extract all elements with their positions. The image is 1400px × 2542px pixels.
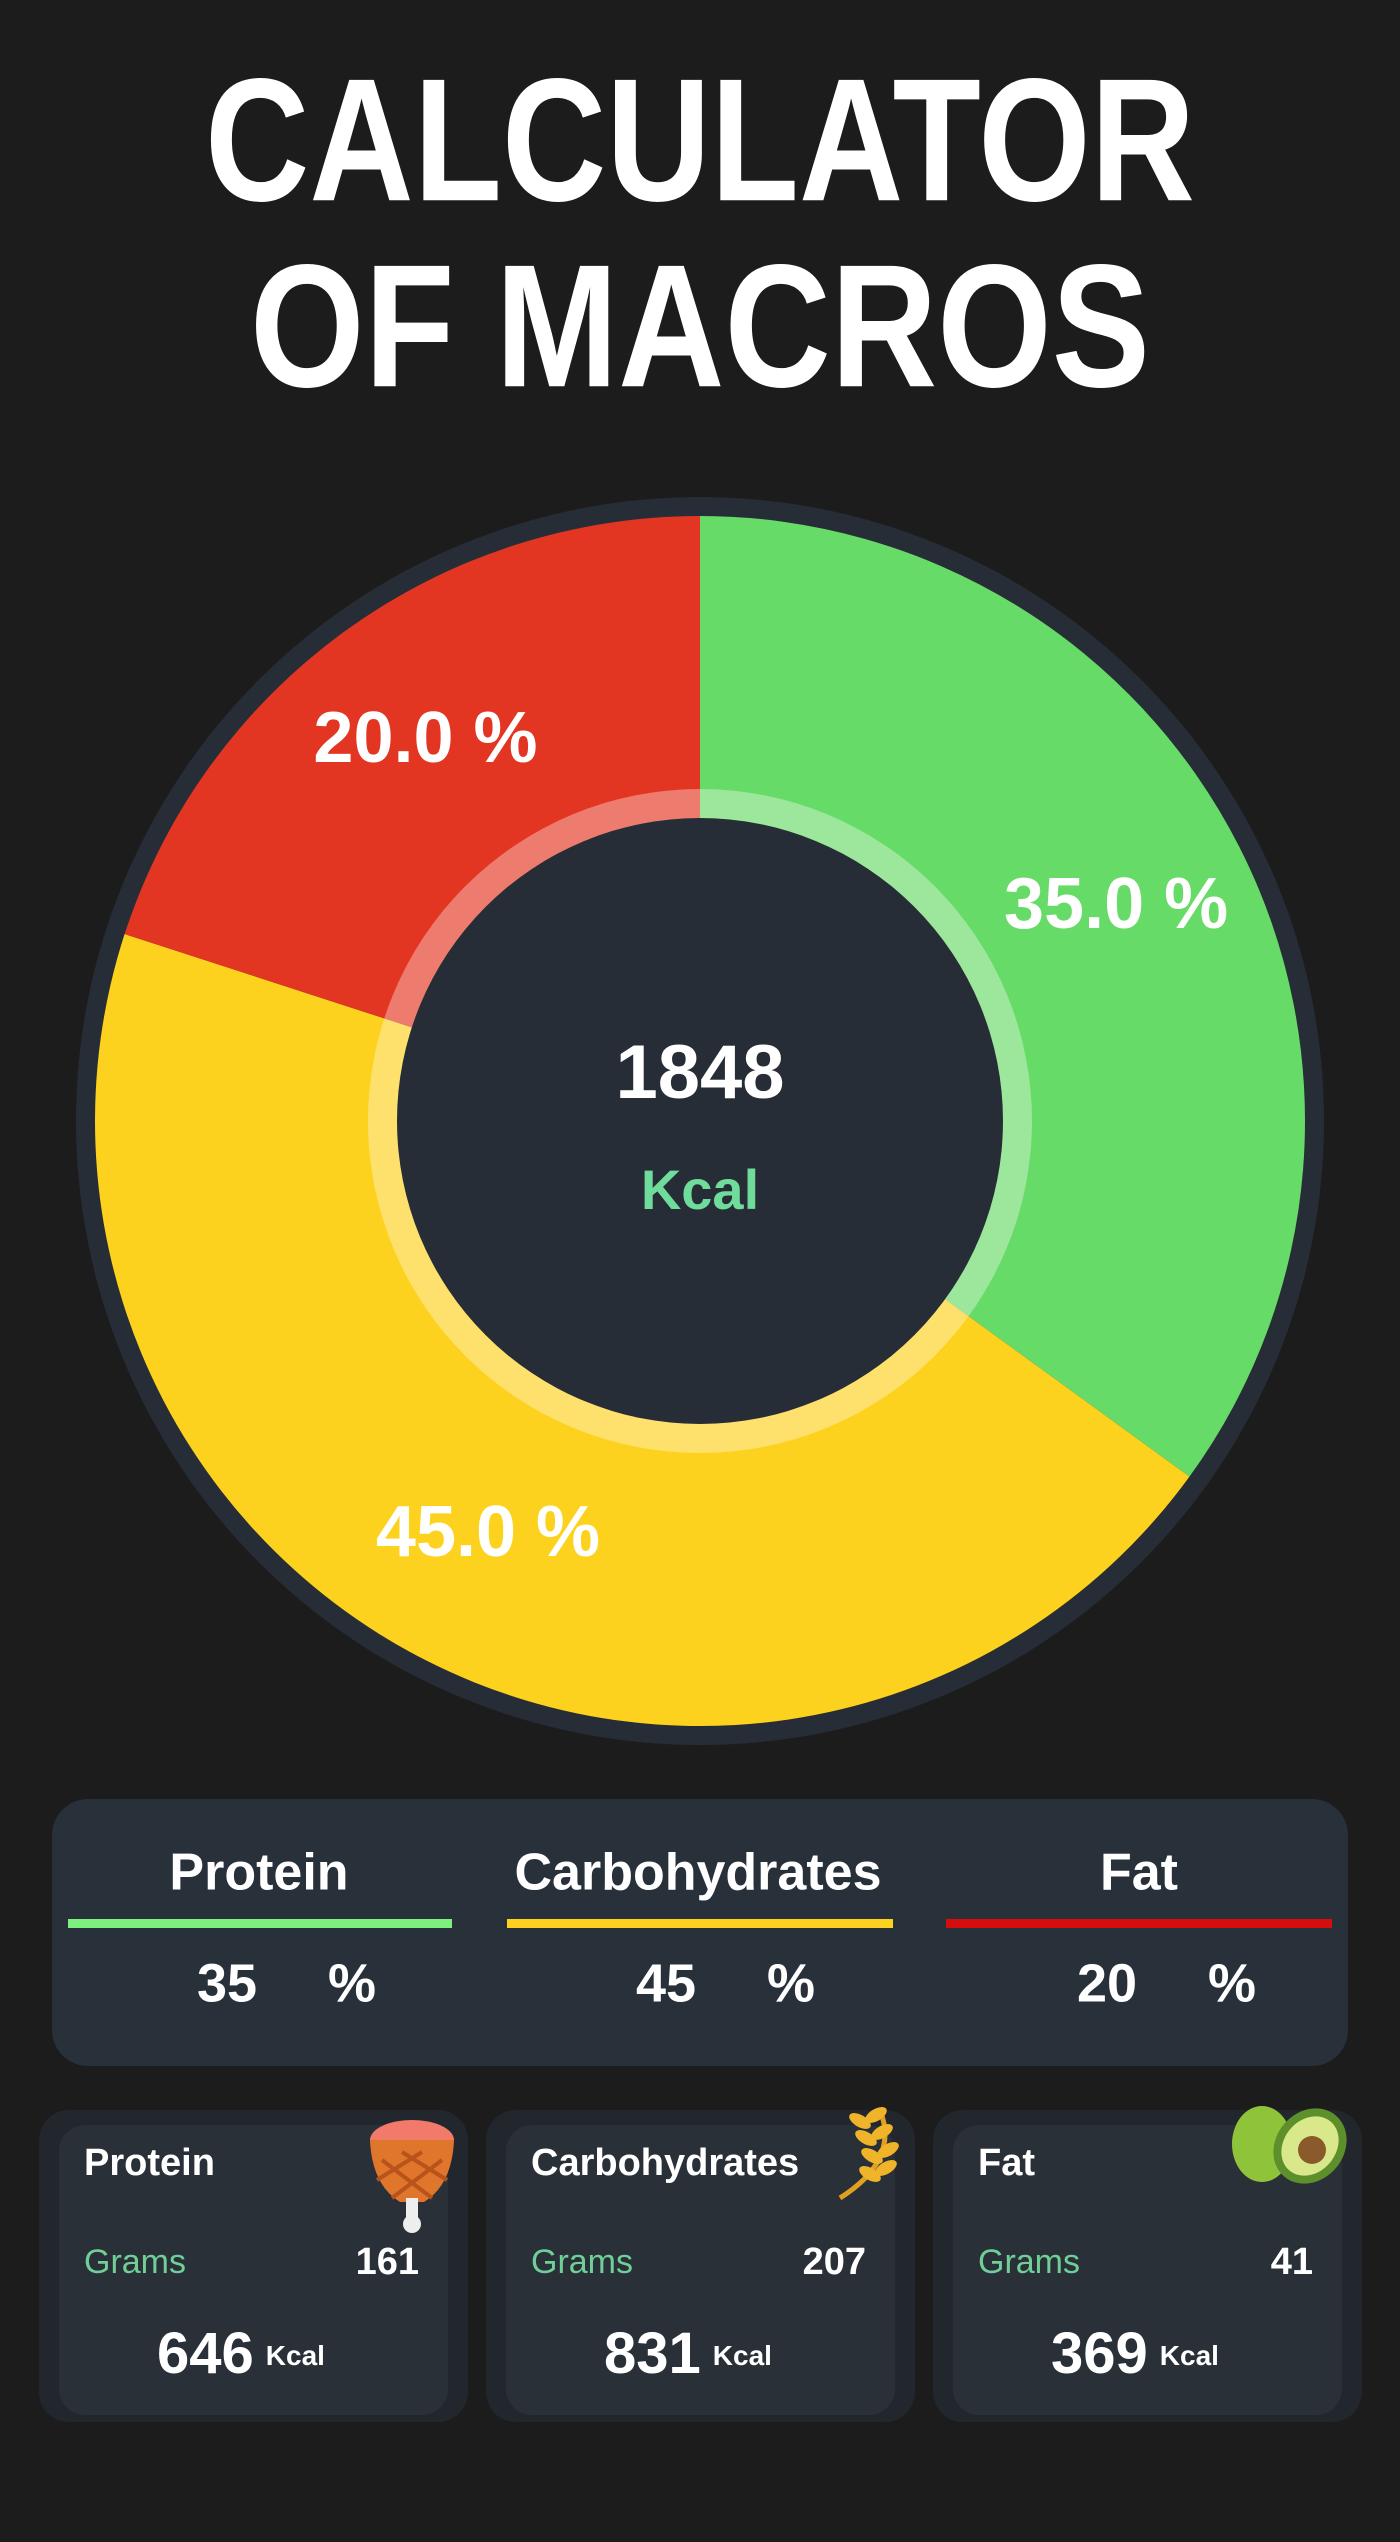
wheat-grain bbox=[861, 2148, 883, 2164]
kcal-unit: Kcal bbox=[1160, 2340, 1219, 2371]
center-disc bbox=[397, 818, 1003, 1424]
wheat-grain bbox=[859, 2166, 881, 2182]
card-inner bbox=[59, 2125, 448, 2415]
meat-bone-end bbox=[403, 2215, 421, 2233]
split-unit: % bbox=[767, 1953, 815, 2013]
split-percent: 45 bbox=[636, 1953, 696, 2013]
kcal-unit: Kcal bbox=[713, 2340, 772, 2371]
card-name: Fat bbox=[978, 2142, 1035, 2184]
card-name: Carbohydrates bbox=[531, 2142, 799, 2184]
split-unit: % bbox=[328, 1953, 376, 2013]
grams-label: Grams bbox=[531, 2243, 633, 2281]
wheat-grain bbox=[865, 2107, 887, 2123]
split-bar bbox=[946, 1919, 1332, 1928]
kcal-line: 646 Kcal bbox=[157, 2321, 325, 2386]
wheat-grain bbox=[849, 2113, 871, 2129]
card-inner bbox=[506, 2125, 895, 2415]
wheat-grain bbox=[871, 2124, 893, 2140]
meat-icon bbox=[370, 2120, 454, 2233]
wheat-icon bbox=[838, 2107, 899, 2201]
kcal-unit: Kcal bbox=[266, 2340, 325, 2371]
segment-label: 45.0 % bbox=[376, 1492, 600, 1572]
kcal-value: 369 bbox=[1051, 2321, 1148, 2386]
segment-label: 20.0 % bbox=[313, 698, 537, 778]
split-percent: 35 bbox=[197, 1953, 257, 2013]
kcal-value: 646 bbox=[157, 2321, 254, 2386]
grams-value: 207 bbox=[803, 2241, 866, 2283]
split-name: Carbohydrates bbox=[515, 1844, 882, 1902]
wheat-grain bbox=[875, 2160, 897, 2176]
card-inner bbox=[953, 2125, 1342, 2415]
meat-body bbox=[370, 2140, 454, 2202]
grams-value: 161 bbox=[356, 2241, 419, 2283]
kcal-line: 369 Kcal bbox=[1051, 2321, 1219, 2386]
grams-label: Grams bbox=[978, 2243, 1080, 2281]
wheat-grain bbox=[855, 2130, 877, 2146]
split-bar bbox=[507, 1919, 893, 1928]
split-percent: 20 bbox=[1077, 1953, 1137, 2013]
split-panel bbox=[52, 1799, 1348, 2066]
grams-label: Grams bbox=[84, 2243, 186, 2281]
total-unit: Kcal bbox=[641, 1158, 759, 1221]
donut-segment bbox=[700, 516, 1305, 1477]
meat-net bbox=[375, 2150, 449, 2200]
wheat-grain bbox=[877, 2142, 899, 2158]
total-kcal: 1848 bbox=[615, 1030, 784, 1115]
kcal-value: 831 bbox=[604, 2321, 701, 2386]
card-name: Protein bbox=[84, 2142, 215, 2184]
split-name: Fat bbox=[1100, 1844, 1178, 1902]
avocado-icon bbox=[1232, 2106, 1347, 2184]
split-bar bbox=[68, 1919, 452, 1928]
meat-bone bbox=[406, 2198, 418, 2220]
avocado-pit bbox=[1298, 2136, 1326, 2164]
title-line: OF MACROS bbox=[250, 229, 1150, 424]
split-name: Protein bbox=[169, 1844, 348, 1902]
split-unit: % bbox=[1208, 1953, 1256, 2013]
segment-label: 35.0 % bbox=[1004, 864, 1228, 944]
grams-value: 41 bbox=[1271, 2241, 1313, 2283]
title-line: CALCULATOR bbox=[205, 43, 1195, 238]
kcal-line: 831 Kcal bbox=[604, 2321, 772, 2386]
